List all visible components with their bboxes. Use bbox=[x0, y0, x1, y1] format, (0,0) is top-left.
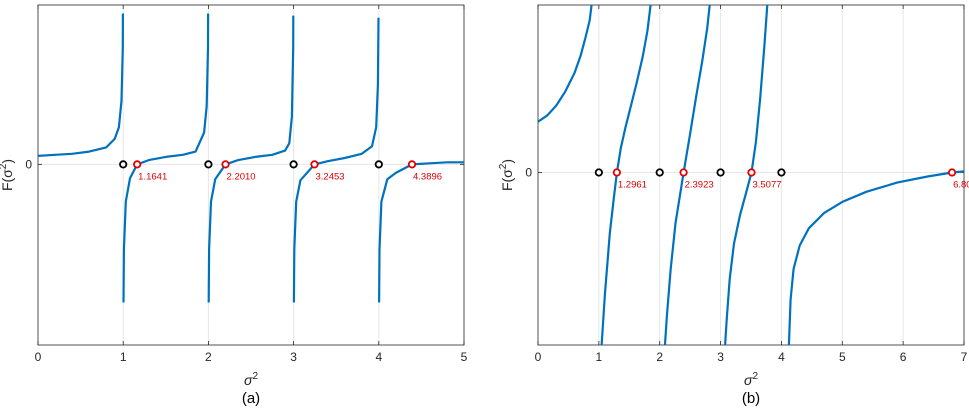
root-label: 3.2453 bbox=[315, 171, 344, 182]
pole-marker bbox=[289, 160, 298, 169]
series-branch-1 bbox=[122, 13, 210, 303]
root-label: 3.5077 bbox=[752, 179, 781, 190]
series-branch-2 bbox=[207, 15, 295, 303]
x-tick-label: 3 bbox=[717, 350, 724, 364]
panel-a-chart: 01234501.16412.20103.24534.3896σ2F(σ2)(a… bbox=[0, 4, 468, 407]
root-label: 2.3923 bbox=[685, 179, 714, 190]
pole-marker bbox=[374, 160, 383, 169]
x-axis-label-base: σ bbox=[244, 372, 253, 388]
series-branch-1 bbox=[600, 5, 652, 345]
y-axis-label-suffix: ) bbox=[499, 159, 515, 164]
y-axis-label-suffix: ) bbox=[0, 159, 15, 164]
series-branch-4 bbox=[787, 170, 964, 345]
axes-box bbox=[37, 4, 465, 346]
x-tick-label: 5 bbox=[839, 350, 846, 364]
series-branch-3 bbox=[292, 17, 380, 303]
root-label: 2.2010 bbox=[227, 171, 256, 182]
root-label: 1.1641 bbox=[138, 171, 167, 182]
root-marker bbox=[612, 168, 621, 177]
y-tick-label: 0 bbox=[525, 165, 532, 179]
x-tick-label: 1 bbox=[596, 350, 603, 364]
root-marker bbox=[947, 168, 957, 177]
root-label: 1.2961 bbox=[618, 179, 647, 190]
pole-marker bbox=[655, 168, 664, 177]
root-marker bbox=[747, 168, 756, 177]
y-axis-label-exponent: 2 bbox=[498, 163, 509, 169]
series-branch-2 bbox=[663, 5, 711, 345]
series-branch-3 bbox=[724, 5, 769, 345]
pole-marker bbox=[204, 160, 213, 169]
x-tick-label: 7 bbox=[961, 350, 968, 364]
x-tick-label: 0 bbox=[35, 350, 42, 364]
x-axis-label: σ2 bbox=[744, 371, 758, 388]
series-group bbox=[538, 5, 964, 345]
x-tick-label: 1 bbox=[120, 350, 127, 364]
panel-caption: (b) bbox=[742, 390, 760, 407]
y-tick-label: 0 bbox=[25, 157, 32, 171]
root-marker bbox=[133, 160, 142, 169]
root-label: 4.3896 bbox=[413, 171, 442, 182]
axes-box bbox=[537, 4, 965, 346]
x-tick-label: 2 bbox=[205, 350, 212, 364]
series-branch-0 bbox=[38, 13, 124, 157]
x-tick-label: 2 bbox=[656, 350, 663, 364]
pole-marker bbox=[119, 160, 128, 169]
y-axis-label: F(σ2) bbox=[498, 159, 515, 191]
series-branch-0 bbox=[538, 5, 593, 123]
root-marker bbox=[679, 168, 688, 177]
pole-marker bbox=[716, 168, 725, 177]
x-tick-label: 0 bbox=[535, 350, 542, 364]
x-axis-label-exponent: 2 bbox=[252, 371, 258, 382]
x-tick-label: 6 bbox=[900, 350, 907, 364]
x-axis-label-base: σ bbox=[744, 372, 753, 388]
root-label: 6.8039 bbox=[953, 179, 969, 190]
pole-marker bbox=[594, 168, 603, 177]
x-axis-label: σ2 bbox=[244, 371, 258, 388]
y-axis-label-prefix: F(σ bbox=[0, 169, 15, 191]
panel-caption: (a) bbox=[242, 390, 260, 407]
pole-marker bbox=[777, 168, 786, 177]
x-tick-label: 4 bbox=[778, 350, 785, 364]
y-axis-label-exponent: 2 bbox=[0, 163, 9, 169]
series-group bbox=[38, 13, 464, 303]
panel-b-chart: 0123456701.29612.39233.50776.8039σ2F(σ2)… bbox=[498, 4, 969, 407]
x-tick-label: 3 bbox=[290, 350, 297, 364]
series-branch-4 bbox=[378, 161, 464, 303]
y-axis-label-prefix: F(σ bbox=[499, 169, 515, 191]
x-tick-label: 5 bbox=[461, 350, 468, 364]
root-marker bbox=[407, 160, 417, 169]
x-axis-label-exponent: 2 bbox=[752, 371, 758, 382]
x-tick-label: 4 bbox=[375, 350, 382, 364]
root-marker bbox=[310, 160, 319, 169]
y-axis-label: F(σ2) bbox=[0, 159, 15, 191]
root-marker bbox=[221, 160, 230, 169]
